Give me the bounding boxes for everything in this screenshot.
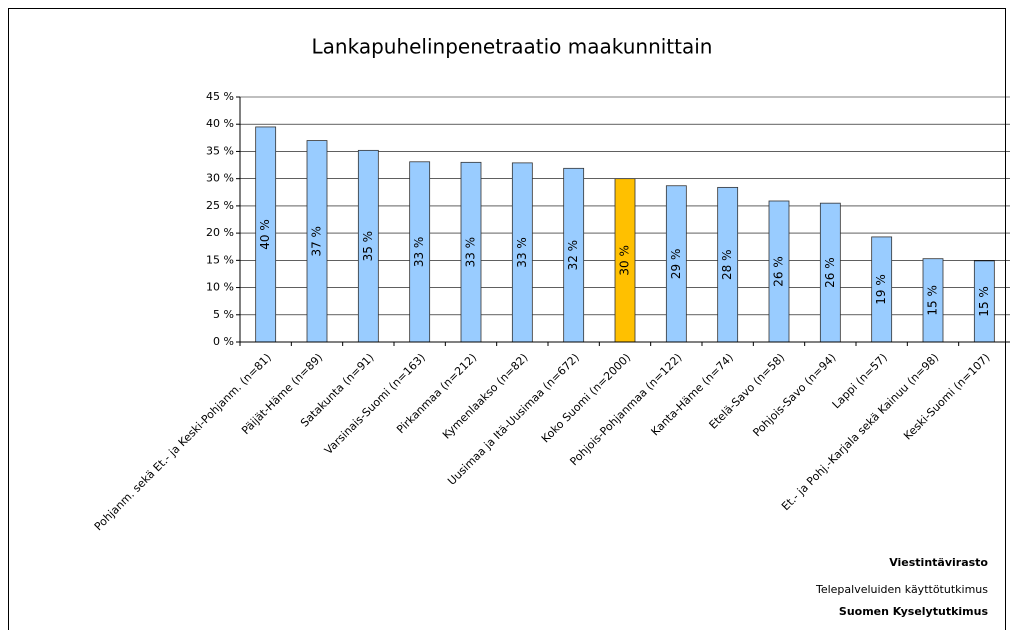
value-label: 35 % bbox=[361, 231, 375, 262]
x-tick-label: Varsinais-Suomi (n=163) bbox=[322, 351, 428, 457]
y-tick-label: 20 % bbox=[206, 226, 234, 239]
y-tick-label: 25 % bbox=[206, 199, 234, 212]
value-label: 33 % bbox=[464, 237, 478, 268]
frame bbox=[8, 8, 1006, 630]
footer-text: Viestintävirasto bbox=[889, 556, 988, 569]
footer-text: Telepalveluiden käyttötutkimus bbox=[815, 583, 988, 596]
value-label: 33 % bbox=[515, 237, 529, 268]
value-label: 32 % bbox=[566, 240, 580, 271]
y-tick-label: 30 % bbox=[206, 172, 234, 185]
x-tick-label: Pohjanm. sekä Et.- ja Keski-Pohjanm. (n=… bbox=[92, 351, 274, 533]
value-label: 19 % bbox=[874, 274, 888, 305]
value-label: 33 % bbox=[412, 237, 426, 268]
y-tick-label: 40 % bbox=[206, 117, 234, 130]
value-label: 40 % bbox=[258, 219, 272, 250]
y-tick-label: 5 % bbox=[213, 308, 234, 321]
y-tick-label: 35 % bbox=[206, 144, 234, 157]
y-tick-label: 10 % bbox=[206, 281, 234, 294]
value-label: 30 % bbox=[618, 245, 632, 276]
footer-text: Suomen Kyselytutkimus bbox=[839, 605, 989, 618]
value-label: 26 % bbox=[772, 256, 786, 287]
value-label: 29 % bbox=[669, 249, 683, 280]
chart-title: Lankapuhelinpenetraatio maakunnittain bbox=[312, 35, 713, 59]
y-tick-label: 45 % bbox=[206, 90, 234, 103]
value-label: 15 % bbox=[926, 285, 940, 316]
value-label: 37 % bbox=[310, 226, 324, 257]
y-tick-label: 0 % bbox=[213, 335, 234, 348]
y-tick-label: 15 % bbox=[206, 253, 234, 266]
value-label: 26 % bbox=[823, 257, 837, 288]
value-label: 28 % bbox=[720, 249, 734, 280]
x-tick-label: Koko Suomi (n=2000) bbox=[539, 351, 633, 445]
value-label: 15 % bbox=[977, 286, 991, 317]
x-tick-label: Kymenlaakso (n=82) bbox=[440, 351, 531, 442]
x-tick-label: Keski-Suomi (n=107) bbox=[901, 351, 992, 442]
